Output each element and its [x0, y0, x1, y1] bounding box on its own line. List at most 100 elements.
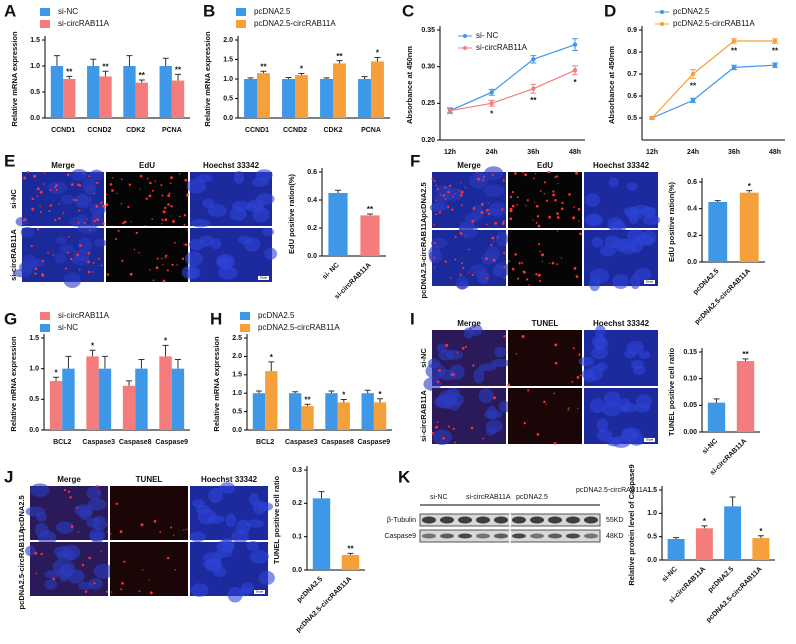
error-bar [66, 75, 73, 79]
signal-dot [170, 526, 173, 529]
signal-dot [111, 177, 114, 179]
signal-dot [460, 204, 463, 207]
row-label: pcDNA2.5 [17, 495, 26, 530]
y-tick-label: 0.10 [683, 376, 697, 383]
band [566, 533, 580, 539]
signal-dot [553, 392, 556, 395]
bar [695, 528, 713, 560]
error-bar [746, 190, 753, 193]
signal-dot [170, 205, 173, 208]
y-tick-label: 0.0 [30, 115, 40, 122]
band [494, 516, 508, 524]
signal-dot [556, 212, 559, 215]
signal-dot [537, 224, 541, 228]
nucleus [423, 377, 442, 391]
bar [50, 66, 64, 118]
signal-dot [552, 193, 555, 197]
scale-bar-label: 10 μm [646, 281, 654, 284]
signal-dot [81, 563, 85, 567]
signal-dot [36, 187, 40, 191]
nucleus [84, 184, 97, 196]
signal-dot [170, 176, 173, 180]
nucleus [188, 238, 206, 251]
bar [360, 215, 380, 256]
legend-swatch [240, 312, 250, 320]
nucleus [192, 499, 205, 508]
signal-dot [36, 228, 40, 231]
nucleus [473, 368, 485, 384]
signal-dot [98, 257, 100, 260]
signal-dot [63, 488, 67, 492]
y-tick-label: 0.15 [683, 349, 697, 356]
band [566, 516, 580, 524]
nucleus [498, 400, 511, 413]
signal-dot [32, 197, 35, 200]
lane-label: pcDNA2.5-circRAB11A [576, 487, 648, 494]
signal-dot [543, 192, 546, 195]
panel-letter: I [410, 309, 415, 328]
signal-dot [554, 343, 558, 347]
nucleus [207, 204, 227, 217]
signal-dot [573, 206, 576, 208]
signal-dot [526, 199, 529, 202]
signal-dot [139, 188, 141, 190]
signal-dot [183, 243, 185, 246]
signal-dot [472, 364, 475, 367]
signal-dot [490, 243, 493, 246]
y-axis-label: EdU positive ration(%) [667, 181, 676, 262]
error-bar [374, 57, 381, 62]
bar [289, 393, 302, 430]
nucleus [197, 508, 217, 525]
signal-dot [444, 260, 447, 263]
y-tick-label: 0.35 [421, 27, 435, 34]
signal-dot [555, 175, 559, 178]
column-header: Merge [457, 319, 481, 328]
x-tick-label: CCND1 [51, 127, 75, 134]
column-header: Hoechst 33342 [201, 475, 258, 484]
signal-dot [572, 216, 576, 220]
signal-dot [74, 250, 76, 252]
legend-label: pcDNA2.5 [254, 7, 291, 16]
signal-dot [23, 218, 27, 222]
y-tick-label: 0.25 [421, 100, 435, 107]
signal-dot [487, 212, 491, 216]
signal-dot [573, 267, 577, 270]
error-bar [488, 99, 495, 107]
chart-panel: G 0.0 0.5 1.0 1.5 Relative mRNA expression BCL… [4, 309, 190, 446]
y-axis-label: Relative mRNA expression [10, 31, 19, 127]
signal-dot [501, 208, 504, 211]
signal-dot [448, 184, 452, 187]
signal-dot [522, 171, 524, 174]
x-tick-label: si-NC [701, 438, 719, 456]
bar [257, 73, 270, 118]
signal-dot [116, 192, 118, 195]
bar [295, 75, 308, 118]
nucleus [481, 252, 498, 265]
y-tick-label: 0.2 [307, 225, 317, 232]
signal-dot [464, 186, 466, 189]
signal-dot [93, 192, 96, 195]
legend-label: si-NC [58, 323, 78, 332]
signal-dot [577, 407, 579, 409]
error-bar [364, 389, 371, 394]
nucleus [635, 394, 653, 409]
signal-dot [120, 178, 123, 180]
x-tick-label: BCL2 [53, 439, 71, 446]
nucleus [639, 206, 658, 216]
signal-dot [436, 421, 439, 424]
error-bar [53, 376, 60, 381]
signal-dot [93, 219, 96, 223]
signal-dot [148, 194, 152, 198]
signal-dot [52, 577, 56, 581]
signal-dot [454, 441, 457, 444]
column-header: TUNEL [532, 319, 559, 328]
micrograph [110, 486, 188, 540]
signal-dot [55, 184, 58, 187]
signal-dot [23, 176, 27, 180]
nucleus [25, 506, 46, 517]
signal-dot [142, 569, 144, 571]
error-bar [714, 200, 721, 202]
nucleus [641, 230, 657, 246]
signal-dot [95, 204, 99, 208]
nucleus [25, 545, 36, 557]
